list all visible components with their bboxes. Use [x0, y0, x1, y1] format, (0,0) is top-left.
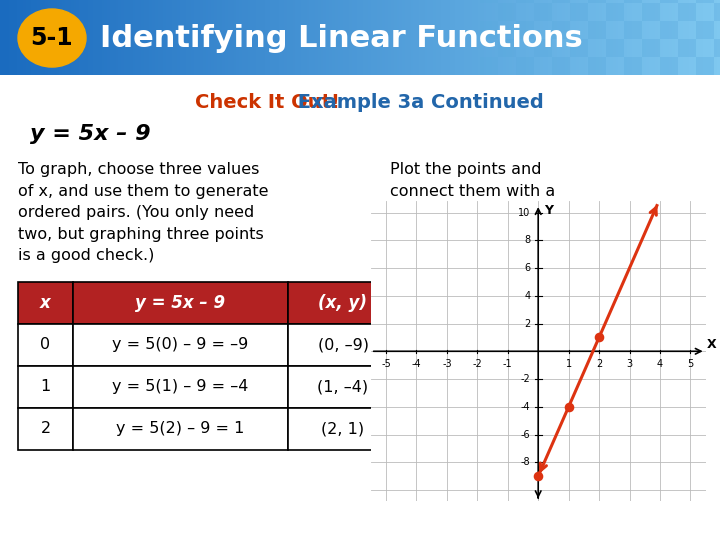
Bar	[552, 0, 570, 3]
Text: 2: 2	[524, 319, 531, 328]
Text: 5: 5	[688, 359, 693, 369]
Bar	[552, 57, 570, 75]
Text: y = 5(2) – 9 = 1: y = 5(2) – 9 = 1	[117, 421, 245, 436]
Text: Y: Y	[544, 204, 553, 217]
Text: Example 3a Continued: Example 3a Continued	[291, 92, 544, 112]
Text: X: X	[707, 338, 716, 351]
Text: Check It Out!: Check It Out!	[195, 92, 340, 112]
Bar	[714, 3, 720, 21]
Bar	[498, 3, 516, 21]
Bar	[516, 57, 534, 75]
Bar	[606, 3, 624, 21]
Text: (1, –4): (1, –4)	[318, 380, 369, 394]
Text: y = 5x – 9: y = 5x – 9	[135, 294, 225, 312]
Bar	[73, 282, 288, 324]
Text: 2: 2	[40, 421, 50, 436]
Text: 8: 8	[524, 235, 531, 245]
Text: y = 5(0) – 9 = –9: y = 5(0) – 9 = –9	[112, 338, 248, 353]
Text: -3: -3	[442, 359, 451, 369]
Bar	[660, 0, 678, 3]
Bar	[660, 21, 678, 39]
Bar	[18, 282, 73, 324]
Bar	[498, 39, 516, 57]
Text: -6: -6	[521, 429, 531, 440]
Point	[533, 472, 544, 481]
Text: -2: -2	[521, 374, 531, 384]
Bar	[18, 324, 73, 366]
Text: 1: 1	[566, 359, 572, 369]
Text: Identifying Linear Functions: Identifying Linear Functions	[100, 24, 582, 52]
Bar	[516, 0, 534, 3]
Bar	[288, 324, 398, 366]
Bar	[678, 39, 696, 57]
Text: Copyright © by Holt, Rinehart and Winston. All Rights Reserved.: Copyright © by Holt, Rinehart and Winsto…	[420, 522, 712, 530]
Text: -8: -8	[521, 457, 531, 467]
Text: -1: -1	[503, 359, 513, 369]
Bar	[73, 366, 288, 408]
Bar	[660, 57, 678, 75]
Point	[563, 402, 575, 411]
Bar	[696, 21, 714, 39]
Text: y = 5(1) – 9 = –4: y = 5(1) – 9 = –4	[112, 380, 248, 394]
Bar	[588, 21, 606, 39]
Text: (0, –9): (0, –9)	[318, 338, 369, 353]
Bar	[588, 57, 606, 75]
Text: Holt Algebra 1: Holt Algebra 1	[8, 519, 109, 532]
Text: -4: -4	[412, 359, 421, 369]
Text: 10: 10	[518, 207, 531, 218]
Text: Plot the points and
connect them with a
straight line.: Plot the points and connect them with a …	[390, 162, 555, 220]
Text: y = 5x – 9: y = 5x – 9	[30, 124, 150, 144]
Text: -4: -4	[521, 402, 531, 412]
Bar	[288, 408, 398, 450]
Bar	[570, 3, 588, 21]
Bar	[696, 0, 714, 3]
Bar	[552, 21, 570, 39]
Text: (x, y): (x, y)	[318, 294, 367, 312]
Bar	[534, 39, 552, 57]
Bar	[480, 21, 498, 39]
Bar	[642, 3, 660, 21]
Bar	[288, 282, 398, 324]
Text: 1: 1	[40, 380, 50, 394]
Text: 2: 2	[596, 359, 602, 369]
Text: 0: 0	[40, 338, 50, 353]
Bar	[73, 408, 288, 450]
Bar	[73, 324, 288, 366]
Text: 4: 4	[657, 359, 663, 369]
Ellipse shape	[18, 9, 86, 67]
Text: To graph, choose three values
of x, and use them to generate
ordered pairs. (You: To graph, choose three values of x, and …	[18, 162, 269, 264]
Text: 4: 4	[524, 291, 531, 301]
Bar	[714, 39, 720, 57]
Bar	[696, 57, 714, 75]
Bar	[606, 39, 624, 57]
Bar	[288, 366, 398, 408]
Text: 6: 6	[524, 263, 531, 273]
Bar	[534, 3, 552, 21]
Text: -2: -2	[472, 359, 482, 369]
Bar	[480, 57, 498, 75]
Bar	[624, 21, 642, 39]
Text: 5-1: 5-1	[31, 26, 73, 50]
Bar	[480, 0, 498, 3]
Text: (2, 1): (2, 1)	[321, 421, 364, 436]
Point	[593, 333, 605, 342]
Bar	[18, 366, 73, 408]
Bar	[570, 39, 588, 57]
Bar	[18, 408, 73, 450]
Bar	[624, 0, 642, 3]
Bar	[678, 3, 696, 21]
Bar	[516, 21, 534, 39]
Bar	[642, 39, 660, 57]
Bar	[588, 0, 606, 3]
Bar	[624, 57, 642, 75]
Text: 3: 3	[626, 359, 633, 369]
Text: x: x	[40, 294, 51, 312]
Text: -5: -5	[381, 359, 391, 369]
